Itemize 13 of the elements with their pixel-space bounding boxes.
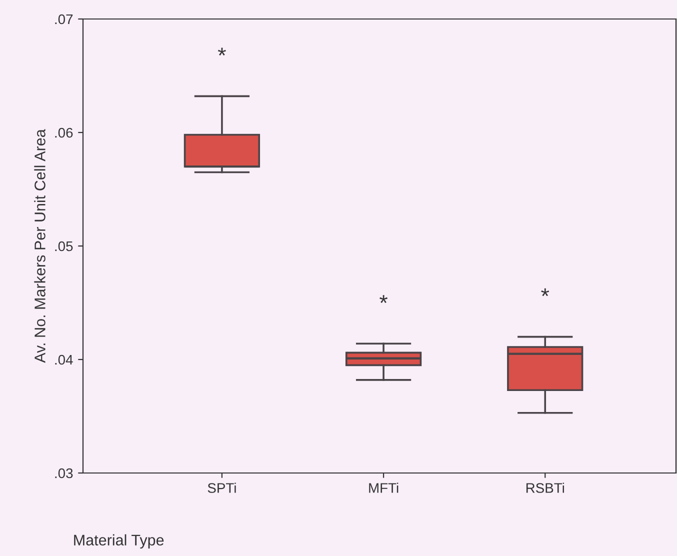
y-tick-label: .04 xyxy=(55,354,73,365)
x-tick-label: RSBTi xyxy=(526,482,564,493)
annotation: * xyxy=(380,295,388,303)
annotation: * xyxy=(218,48,226,56)
y-tick-label: .03 xyxy=(55,468,73,478)
annotation: * xyxy=(541,288,550,296)
y-tick-label: .06 xyxy=(55,128,73,138)
x-tick-label: SPTi xyxy=(208,482,236,493)
x-axis-title: Material Type xyxy=(74,534,164,549)
y-axis-title: Av. No. Markers Per Unit Cell Area xyxy=(34,129,46,363)
y-tick-label: .07 xyxy=(55,14,73,24)
x-tick-label: MFTi xyxy=(369,482,398,493)
y-tick-label: .05 xyxy=(55,241,73,252)
